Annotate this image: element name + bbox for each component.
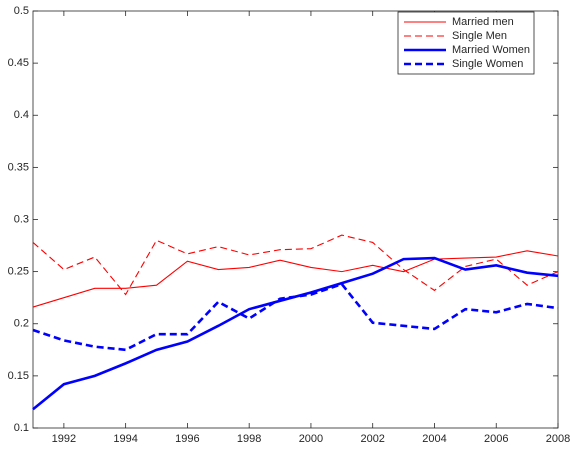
y-tick-label: 0.5 xyxy=(14,5,29,17)
x-tick-label: 2006 xyxy=(484,433,508,445)
legend-label: Single Women xyxy=(452,58,523,70)
y-tick-label: 0.15 xyxy=(8,370,29,382)
x-tick-label: 1992 xyxy=(52,433,76,445)
legend-label: Married men xyxy=(452,16,514,28)
y-tick-label: 0.1 xyxy=(14,422,29,434)
legend-label: Married Women xyxy=(452,44,530,56)
x-tick-label: 1996 xyxy=(175,433,199,445)
y-tick-label: 0.3 xyxy=(14,213,29,225)
y-tick-label: 0.35 xyxy=(8,161,29,173)
series-line xyxy=(32,250,559,308)
x-tick-label: 1994 xyxy=(113,433,137,445)
y-tick-label: 0.4 xyxy=(14,109,29,121)
y-tick-label: 0.45 xyxy=(8,57,29,69)
x-tick-label: 1998 xyxy=(237,433,261,445)
y-tick-label: 0.2 xyxy=(14,318,29,330)
x-tick-label: 2002 xyxy=(360,433,384,445)
y-tick-label: 0.25 xyxy=(8,266,29,278)
series-line xyxy=(32,282,559,352)
legend-label: Single Men xyxy=(452,30,507,42)
series-line xyxy=(32,256,559,411)
x-tick-label: 2000 xyxy=(299,433,323,445)
x-tick-label: 2008 xyxy=(546,433,570,445)
series-line xyxy=(32,234,559,296)
x-tick-label: 2004 xyxy=(422,433,446,445)
